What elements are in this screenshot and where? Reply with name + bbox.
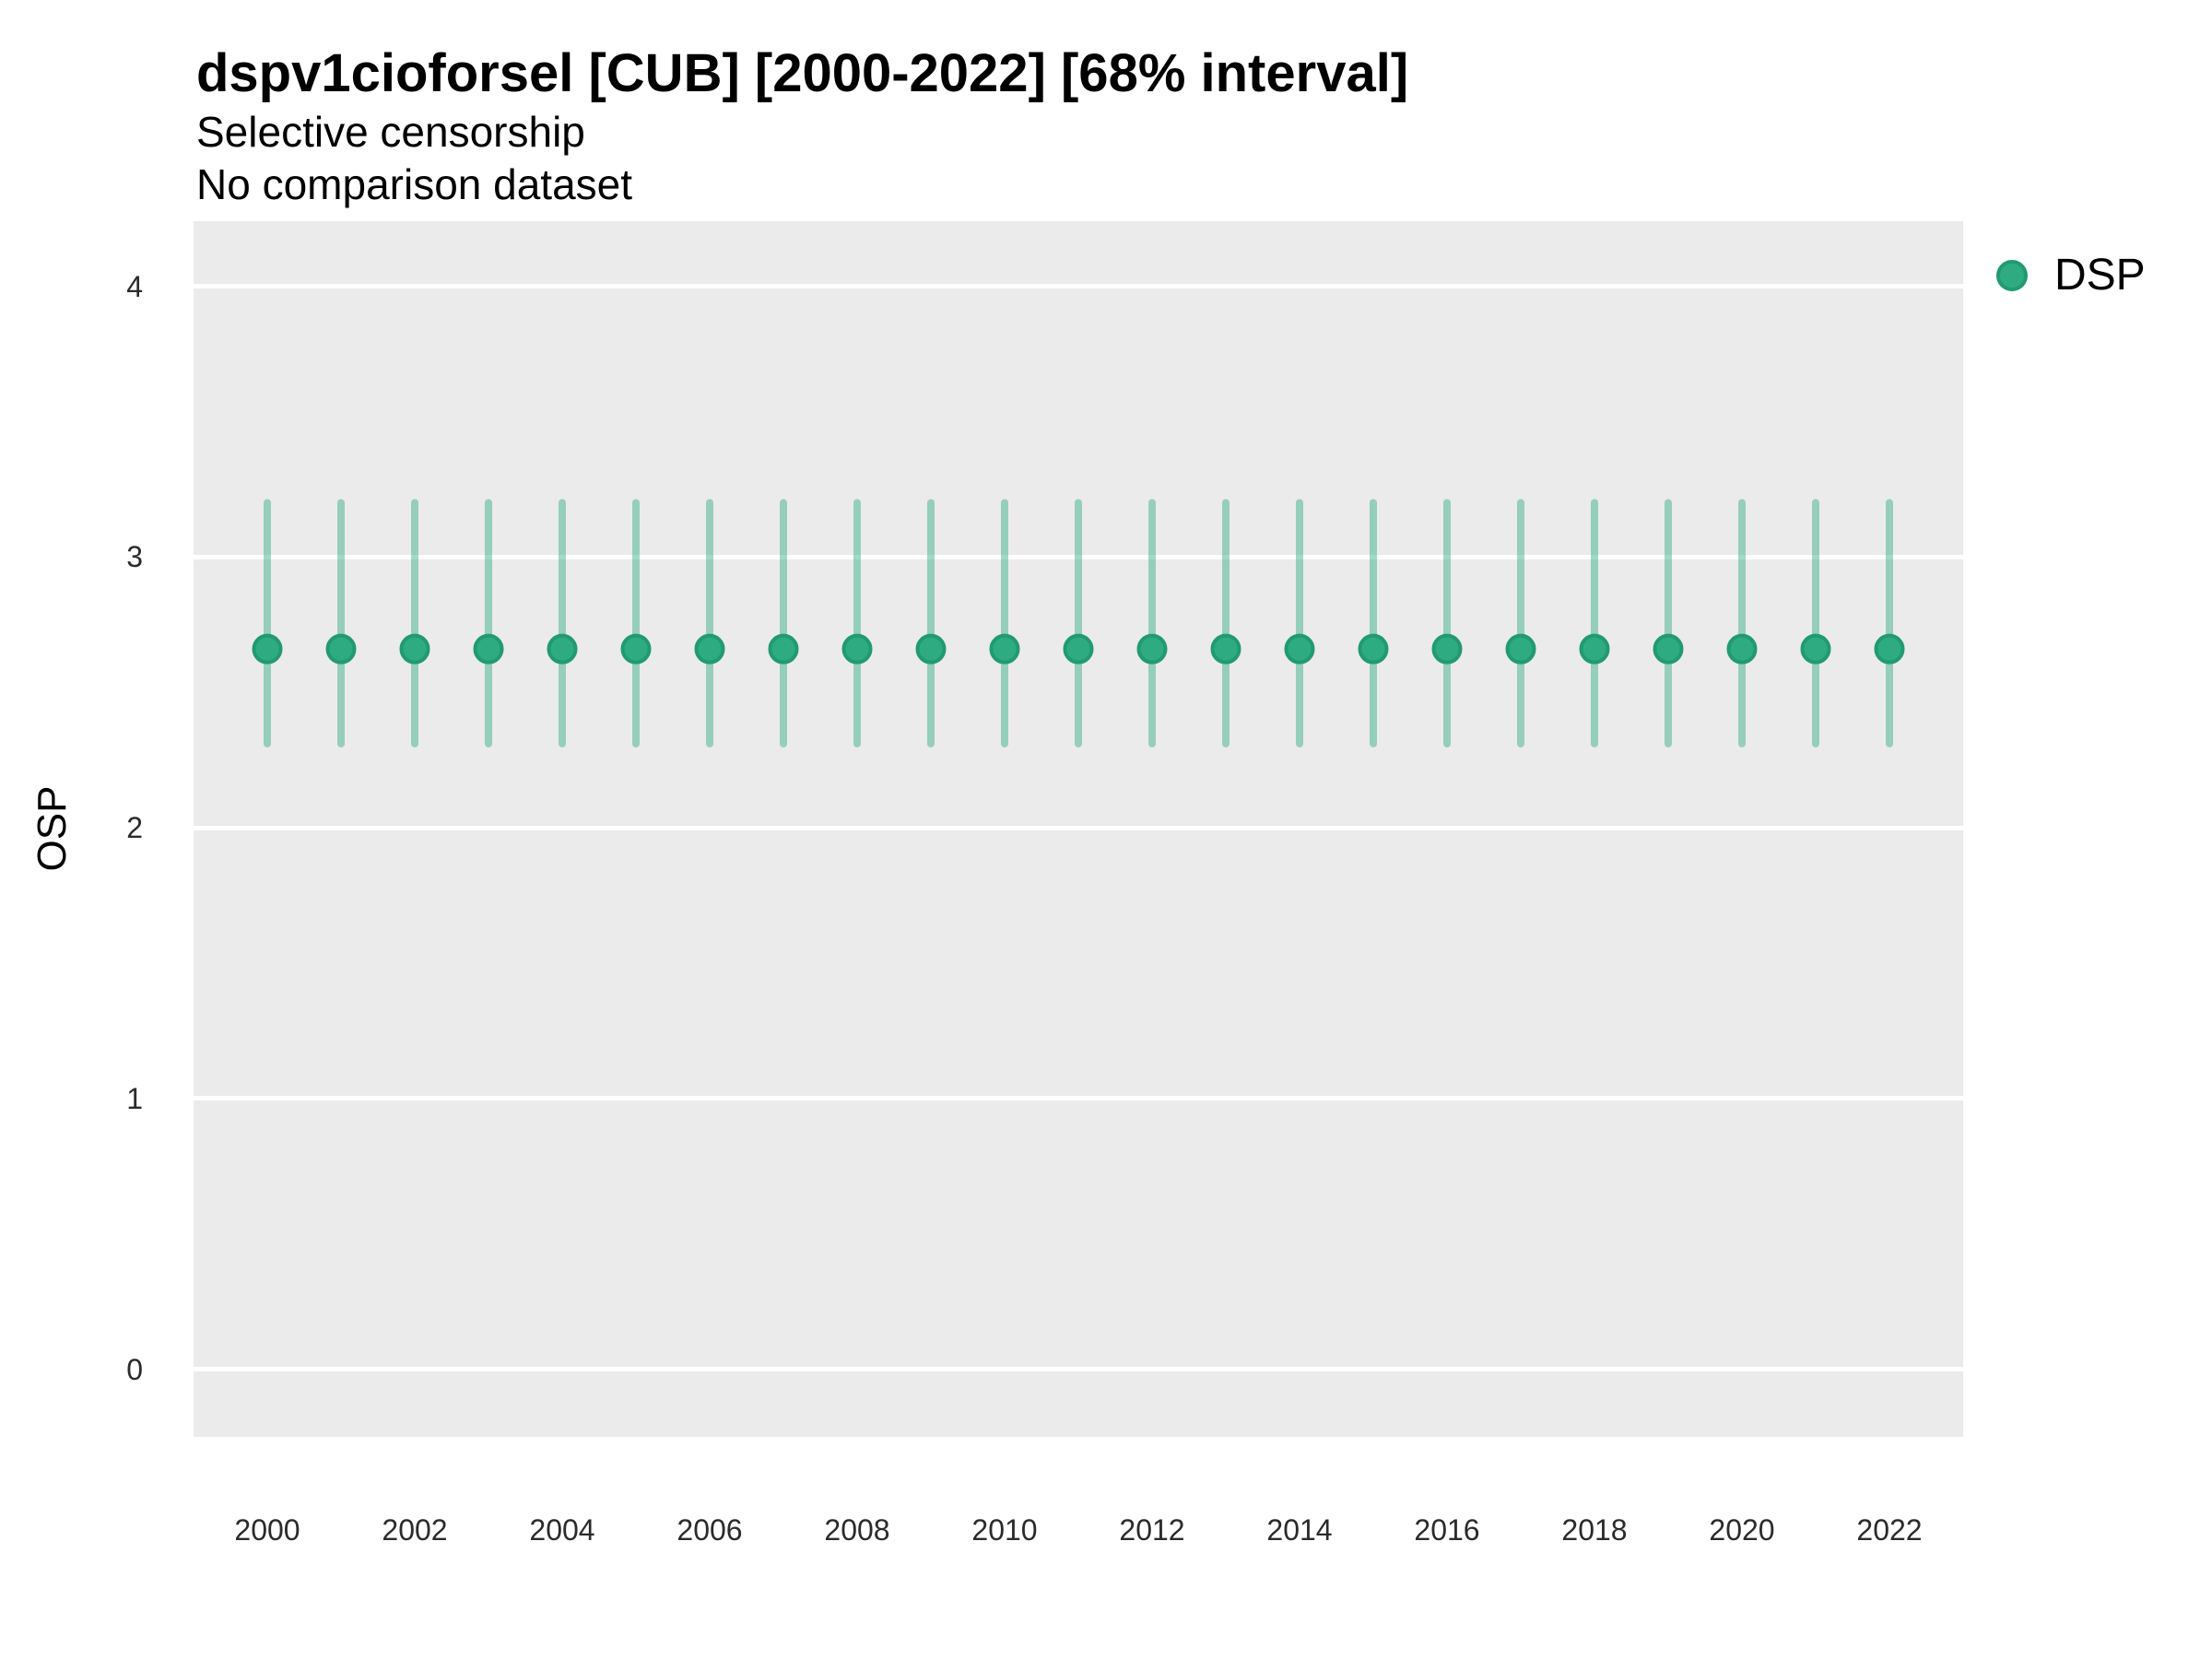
point-marker-2005 xyxy=(620,633,652,665)
y-tick-label-0: 0 xyxy=(126,1352,143,1386)
point-marker-2020 xyxy=(1726,633,1758,665)
y-tick-label-1: 1 xyxy=(126,1081,143,1115)
x-tick-label-2004: 2004 xyxy=(529,1513,595,1547)
point-marker-2007 xyxy=(768,633,799,665)
point-marker-2002 xyxy=(399,633,430,665)
x-tick-label-2018: 2018 xyxy=(1561,1513,1628,1547)
pointrange-marks xyxy=(252,499,1905,747)
point-marker-2004 xyxy=(547,633,578,665)
point-marker-2018 xyxy=(1579,633,1610,665)
y-tick-label-3: 3 xyxy=(126,540,143,574)
point-marker-2011 xyxy=(1063,633,1094,665)
legend-dsp-label: DSP xyxy=(2054,251,2146,300)
plot-caption-note: No comparison dataset xyxy=(196,160,633,208)
plot-subtitle: Selective censorship xyxy=(196,108,585,156)
x-tick-label-2014: 2014 xyxy=(1266,1513,1333,1547)
gridline-y-3 xyxy=(194,554,1963,559)
legend: DSP xyxy=(1972,240,2203,313)
x-tick-label-2012: 2012 xyxy=(1119,1513,1185,1547)
gridline-y-4 xyxy=(194,284,1963,288)
point-marker-2014 xyxy=(1284,633,1315,665)
x-tick-label-2002: 2002 xyxy=(382,1513,448,1547)
point-marker-2009 xyxy=(915,633,947,665)
gridline-y-1 xyxy=(194,1096,1963,1101)
x-tick-label-2020: 2020 xyxy=(1709,1513,1775,1547)
point-marker-2006 xyxy=(694,633,725,665)
plot-panel xyxy=(194,221,1963,1437)
point-marker-2008 xyxy=(841,633,873,665)
point-marker-2021 xyxy=(1800,633,1831,665)
point-marker-2003 xyxy=(473,633,504,665)
y-tick-label-4: 4 xyxy=(126,269,143,303)
x-tick-label-2008: 2008 xyxy=(824,1513,890,1547)
point-marker-2012 xyxy=(1136,633,1168,665)
point-marker-2022 xyxy=(1874,633,1905,665)
point-marker-2015 xyxy=(1358,633,1389,665)
x-tick-label-2016: 2016 xyxy=(1414,1513,1480,1547)
point-marker-2016 xyxy=(1431,633,1463,665)
x-tick-label-2000: 2000 xyxy=(234,1513,300,1547)
legend-dsp-marker-icon xyxy=(1996,260,2028,291)
x-tick-label-2022: 2022 xyxy=(1856,1513,1923,1547)
gridline-y-0 xyxy=(194,1367,1963,1372)
point-marker-2019 xyxy=(1653,633,1684,665)
gridline-y-2 xyxy=(194,825,1963,830)
plot-title: dspv1cioforsel [CUB] [2000-2022] [68% in… xyxy=(196,43,1409,103)
point-marker-2013 xyxy=(1210,633,1241,665)
point-marker-2010 xyxy=(989,633,1020,665)
x-tick-label-2010: 2010 xyxy=(971,1513,1038,1547)
point-marker-2000 xyxy=(252,633,283,665)
x-tick-label-2006: 2006 xyxy=(677,1513,743,1547)
point-marker-2001 xyxy=(325,633,357,665)
point-marker-2017 xyxy=(1505,633,1536,665)
y-tick-label-2: 2 xyxy=(126,811,143,845)
